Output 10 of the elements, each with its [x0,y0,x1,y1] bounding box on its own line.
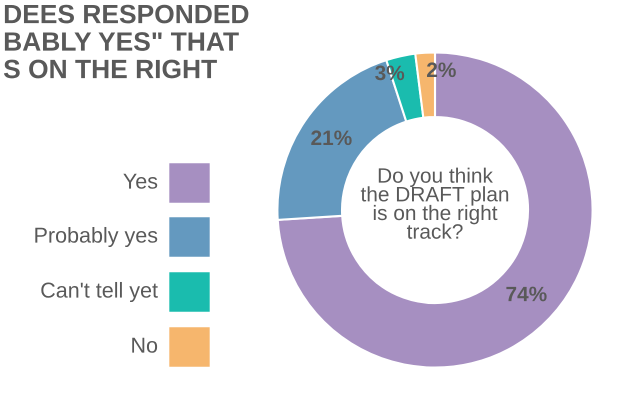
data-label: 3% [375,65,404,80]
legend-label: Probably yes [35,226,158,248]
legend-label: Can't tell yet [41,282,158,302]
data-label: 21% [311,130,352,146]
legend-label: No [132,338,158,353]
legend-label: Yes [123,174,158,189]
text: Do you think the DRAFT plan is on the right track? [360,168,508,239]
data-label: 74% [506,286,547,302]
chart-title: DEES RESPONDED BABLY YES" THAT S ON THE RIGHT [4,4,248,78]
donut-slice [276,51,594,369]
